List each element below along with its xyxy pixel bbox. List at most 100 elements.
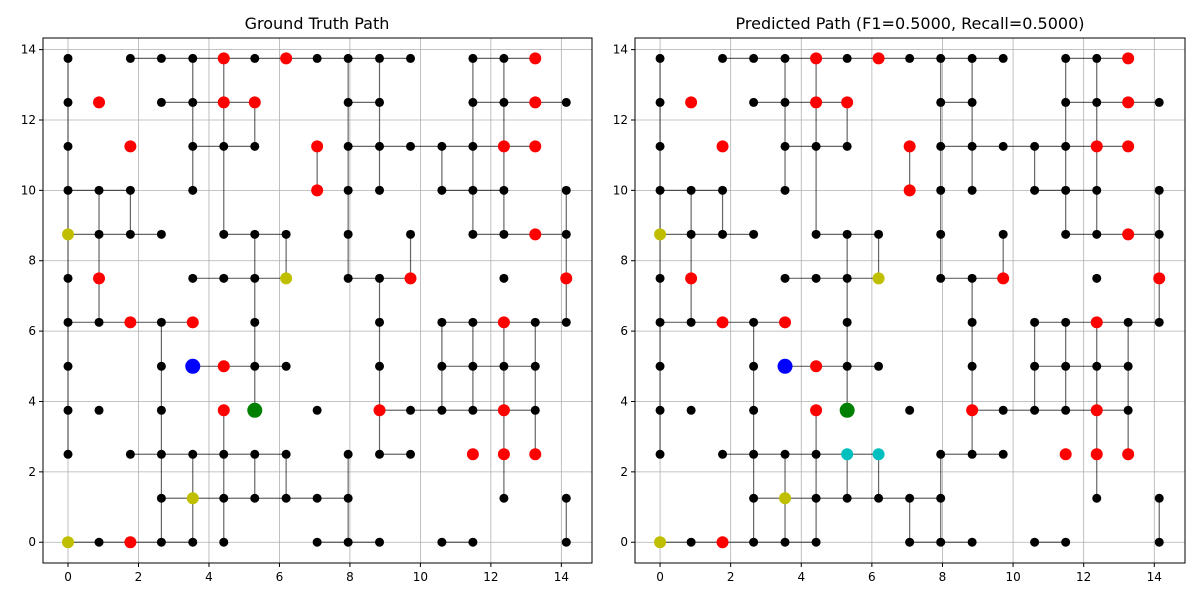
graph-node	[1061, 317, 1071, 327]
x-tick-label: 8	[346, 570, 354, 584]
x-tick-label: 10	[413, 570, 428, 584]
x-tick-label: 14	[1147, 570, 1162, 584]
graph-node	[63, 141, 73, 151]
graph-node	[250, 229, 260, 239]
graph-node	[375, 537, 385, 547]
graph-node	[967, 317, 977, 327]
graph-node	[967, 449, 977, 459]
graph-node	[1092, 97, 1102, 107]
graph-node	[780, 141, 790, 151]
graph-node	[686, 537, 696, 547]
path-node	[93, 272, 106, 285]
graph-node	[655, 317, 665, 327]
graph-node	[1123, 361, 1133, 371]
graph-node	[1030, 141, 1040, 151]
path-node	[1122, 228, 1135, 241]
graph-node	[749, 493, 759, 503]
graph-node	[343, 273, 353, 283]
graph-node	[63, 449, 73, 459]
path-node	[810, 404, 823, 417]
graph-node	[219, 449, 229, 459]
graph-node	[998, 449, 1008, 459]
path-node	[1122, 140, 1135, 153]
graph-node	[188, 141, 198, 151]
graph-node	[936, 229, 946, 239]
graph-node	[718, 449, 728, 459]
graph-node	[1123, 405, 1133, 415]
x-tick-label: 10	[1005, 570, 1020, 584]
graph-node	[1154, 317, 1164, 327]
graph-node	[905, 53, 915, 63]
path-node	[810, 360, 823, 373]
x-tick-label: 12	[1076, 570, 1091, 584]
graph-node	[125, 229, 135, 239]
graph-node	[406, 229, 416, 239]
y-tick-label: 14	[613, 43, 628, 57]
graph-node	[967, 361, 977, 371]
graph-node	[125, 449, 135, 459]
graph-node	[1154, 185, 1164, 195]
path-node	[777, 358, 793, 374]
graph-node	[811, 493, 821, 503]
graph-node	[125, 185, 135, 195]
graph-node	[780, 185, 790, 195]
y-tick-label: 6	[620, 324, 628, 338]
path-node	[124, 316, 137, 329]
graph-node	[811, 141, 821, 151]
path-node	[839, 402, 855, 418]
path-node	[404, 272, 417, 285]
y-tick-label: 2	[28, 465, 36, 479]
graph-node	[406, 449, 416, 459]
graph-node	[94, 317, 104, 327]
graph-node	[219, 229, 229, 239]
path-node	[186, 492, 199, 505]
graph-node	[1092, 273, 1102, 283]
graph-node	[437, 141, 447, 151]
x-tick-label: 0	[64, 570, 72, 584]
path-node	[62, 228, 75, 241]
graph-node	[406, 141, 416, 151]
graph-node	[468, 405, 478, 415]
path-node	[716, 316, 729, 329]
path-node	[497, 316, 510, 329]
graph-node	[561, 493, 571, 503]
graph-node	[375, 141, 385, 151]
graph-node	[1030, 185, 1040, 195]
graph-node	[219, 273, 229, 283]
graph-node	[343, 97, 353, 107]
y-tick-label: 14	[21, 43, 36, 57]
graph-node	[1092, 229, 1102, 239]
path-node	[716, 536, 729, 549]
x-tick-label: 12	[483, 570, 498, 584]
path-node	[1090, 140, 1103, 153]
graph-node	[811, 537, 821, 547]
path-node	[497, 404, 510, 417]
path-node	[280, 272, 293, 285]
graph-node	[967, 141, 977, 151]
graph-node	[156, 537, 166, 547]
graph-node	[312, 53, 322, 63]
path-node	[872, 448, 885, 461]
graph-node	[375, 449, 385, 459]
path-node	[654, 228, 667, 241]
graph-node	[219, 141, 229, 151]
graph-node	[1092, 493, 1102, 503]
graph-node	[343, 53, 353, 63]
graph-node	[811, 449, 821, 459]
path-node	[529, 140, 542, 153]
path-node	[529, 96, 542, 109]
path-node	[841, 448, 854, 461]
graph-node	[156, 361, 166, 371]
graph-node	[156, 449, 166, 459]
path-node	[810, 52, 823, 65]
graph-node	[312, 405, 322, 415]
graph-node	[468, 229, 478, 239]
ground-truth-plot-area: 0 2 4 6 8 10 12 14 0 2 4 6 8 10 12 14	[21, 37, 593, 584]
graph-node	[188, 273, 198, 283]
graph-node	[468, 141, 478, 151]
graph-node	[1061, 141, 1071, 151]
path-node	[62, 536, 75, 549]
graph-node	[63, 405, 73, 415]
graph-node	[125, 53, 135, 63]
path-node	[186, 316, 199, 329]
